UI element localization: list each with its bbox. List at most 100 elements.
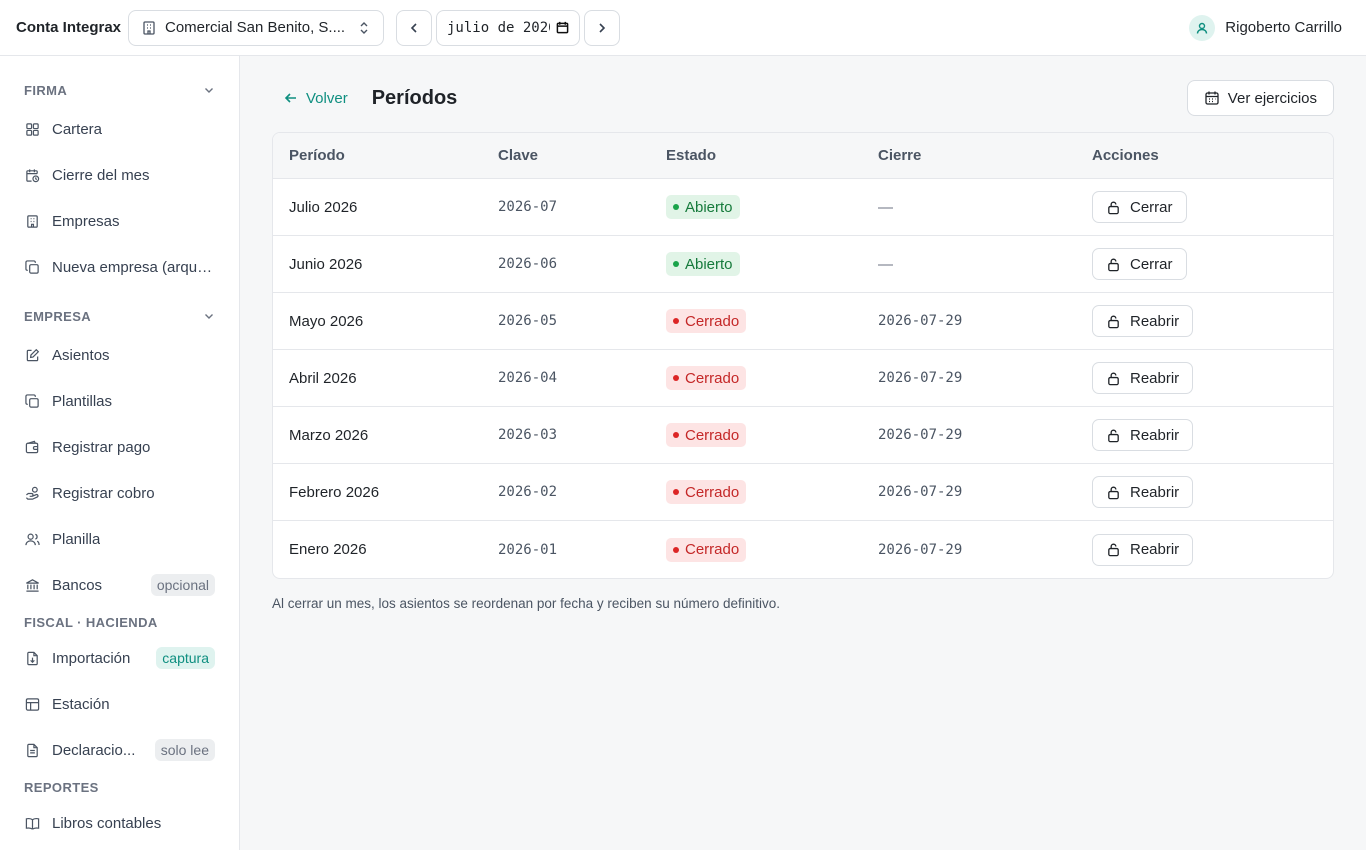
periodo-cell: Mayo 2026 (289, 312, 364, 330)
chevron-right-icon (595, 21, 609, 35)
table-row: Febrero 2026 2026-02 Cerrado 2026-07-29 Reab… (273, 464, 1333, 521)
sidebar-item-declaraciones[interactable]: Declaracio... solo lee (0, 727, 239, 773)
clave-cell: 2026-05 (498, 313, 558, 329)
sidebar-section-firma[interactable]: FIRMA (0, 80, 239, 100)
acciones-cell: Reabrir (1092, 419, 1333, 451)
copy-icon (24, 393, 40, 409)
chevron-up-down-icon (357, 21, 371, 35)
status-badge: Cerrado (666, 537, 747, 562)
calendar-icon[interactable] (556, 21, 569, 34)
acciones-cell: Reabrir (1092, 362, 1333, 394)
reopen-period-button[interactable]: Reabrir (1092, 305, 1194, 337)
sidebar-section-reportes: REPORTES (0, 777, 239, 797)
sidebar-item-planilla[interactable]: Planilla (0, 516, 239, 562)
sidebar-section-fiscal: FISCAL · HACIENDA (0, 612, 239, 632)
action-button-label: Reabrir (1130, 426, 1180, 444)
status-badge: Cerrado (666, 423, 747, 447)
status-badge: Abierto (666, 252, 740, 276)
status-dot-icon (673, 546, 679, 553)
sidebar-item-nueva-empresa[interactable]: Nueva empresa (arquetipo) (0, 244, 239, 290)
table-header: Período Clave Estado Cierre Acciones (273, 133, 1333, 179)
page-header: Volver Períodos Ver ejercicios (272, 80, 1334, 116)
clave-cell: 2026-07 (498, 199, 558, 215)
status-badge-label: Cerrado (685, 369, 740, 387)
periodo-cell: Junio 2026 (289, 255, 363, 273)
wallet-icon (24, 439, 40, 455)
sidebar-item-label: Registrar pago (52, 438, 151, 456)
periodo-cell: Julio 2026 (289, 198, 358, 216)
bank-icon (24, 577, 40, 593)
sidebar-item-importacion[interactable]: Importación captura (0, 635, 239, 681)
column-header-cierre: Cierre (878, 147, 922, 164)
acciones-cell: Cerrar (1092, 248, 1333, 280)
table-row: Junio 2026 2026-06 Abierto — Cerrar (273, 236, 1333, 293)
cierre-cell: 2026-07-29 (878, 427, 963, 443)
footnote: Al cerrar un mes, los asientos se reorde… (272, 596, 781, 611)
sidebar-item-asientos[interactable]: Asientos (0, 332, 239, 378)
prev-month-button[interactable] (396, 9, 432, 46)
sidebar-section-empresa[interactable]: EMPRESA (0, 306, 239, 326)
sidebar-item-estacion[interactable]: Estación (0, 681, 239, 727)
building-icon (24, 213, 40, 229)
calendar-icon (1204, 90, 1220, 106)
status-dot-icon (673, 204, 679, 210)
action-button-label: Reabrir (1130, 483, 1180, 501)
sidebar-section-title: REPORTES (24, 779, 99, 795)
sidebar-item-bancos[interactable]: Bancos opcional (0, 562, 239, 608)
sidebar-item-empresas[interactable]: Empresas (0, 198, 239, 244)
edit-icon (24, 347, 40, 363)
periodo-cell: Febrero 2026 (289, 483, 380, 501)
column-header-clave: Clave (498, 147, 539, 164)
back-link[interactable]: Volver (284, 90, 348, 107)
estado-cell: Cerrado (666, 423, 878, 447)
sidebar-item-cartera[interactable]: Cartera (0, 106, 239, 152)
sidebar-item-libros-contables[interactable]: Libros contables (0, 800, 239, 846)
page-title: Períodos (371, 86, 458, 109)
estado-cell: Cerrado (666, 309, 878, 333)
close-period-button[interactable]: Cerrar (1092, 191, 1187, 223)
file-import-icon (24, 650, 40, 666)
action-button-label: Reabrir (1130, 369, 1180, 387)
sidebar-item-label: Bancos (52, 576, 103, 594)
month-picker-input[interactable]: julio de 2026 (436, 9, 580, 46)
sidebar-item-label: Importación (52, 649, 131, 667)
sidebar-item-registrar-pago[interactable]: Registrar pago (0, 424, 239, 470)
chevron-left-icon (407, 21, 421, 35)
acciones-cell: Reabrir (1092, 305, 1333, 337)
column-header-acciones: Acciones (1092, 147, 1159, 164)
reopen-period-button[interactable]: Reabrir (1092, 419, 1194, 451)
user-menu[interactable]: Rigoberto Carrillo (1189, 14, 1342, 41)
cierre-cell: 2026-07-29 (878, 541, 963, 558)
ver-ejercicios-label: Ver ejercicios (1227, 89, 1317, 107)
status-badge-label: Abierto (685, 255, 733, 273)
status-badge-label: Cerrado (685, 483, 740, 501)
sidebar-item-plantillas[interactable]: Plantillas (0, 378, 239, 424)
status-badge: Cerrado (666, 480, 747, 504)
unlock-icon (1106, 485, 1121, 500)
sidebar-item-cierre-del-mes[interactable]: Cierre del mes (0, 152, 239, 198)
sidebar-item-label: Libros contables (52, 814, 162, 832)
sidebar-item-registrar-cobro[interactable]: Registrar cobro (0, 470, 239, 516)
next-month-button[interactable] (584, 9, 620, 46)
cierre-cell: 2026-07-29 (878, 313, 963, 329)
close-period-button[interactable]: Cerrar (1092, 248, 1187, 280)
lock-icon (1106, 257, 1121, 272)
reopen-period-button[interactable]: Reabrir (1092, 362, 1194, 394)
sidebar-item-label: Estación (52, 695, 110, 713)
company-selector[interactable]: Comercial San Benito, S.... (128, 9, 384, 46)
company-selector-label: Comercial San Benito, S.... (165, 19, 346, 36)
optional-badge: opcional (150, 574, 215, 596)
table-row: Abril 2026 2026-04 Cerrado 2026-07-29 Reabri… (273, 350, 1333, 407)
building-icon (141, 20, 157, 36)
ver-ejercicios-button[interactable]: Ver ejercicios (1186, 80, 1334, 116)
clave-cell: 2026-06 (498, 256, 558, 272)
clave-cell: 2026-04 (498, 370, 558, 386)
sidebar: FIRMA Cartera Cierre del mes Empresas Nu… (0, 56, 240, 850)
acciones-cell: Cerrar (1092, 191, 1333, 223)
status-dot-icon (673, 318, 679, 324)
back-link-label: Volver (306, 89, 348, 107)
reopen-period-button[interactable]: Reabrir (1092, 533, 1194, 566)
reopen-period-button[interactable]: Reabrir (1092, 476, 1194, 508)
month-picker-value: julio de 2026 (447, 19, 550, 36)
column-header-estado: Estado (666, 147, 717, 164)
